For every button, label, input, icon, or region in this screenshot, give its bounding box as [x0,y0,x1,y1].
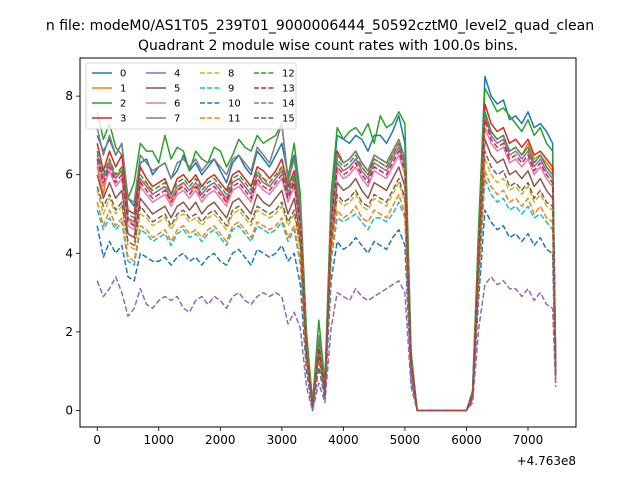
y-tick-label: 4 [65,246,73,260]
legend-frame [85,62,297,130]
series-line-10 [96,209,557,412]
y-tick-label: 2 [65,325,73,339]
y-tick-label: 0 [65,403,73,417]
legend-label: 7 [174,114,180,125]
legend-label: 8 [228,69,234,80]
chart-title: Quadrant 2 module wise count rates with … [138,38,518,54]
series-line-13 [96,118,557,412]
x-tick-label: 0 [93,433,101,447]
x-tick-label: 5000 [390,433,421,447]
legend-label: 15 [282,114,295,125]
x-tick-label: 1000 [143,433,174,447]
y-axis: 0 2 4 6 8 [65,89,80,417]
x-tick-label: 6000 [451,433,482,447]
series-line-15 [96,150,557,412]
y-tick-label: 6 [65,168,73,182]
legend-label: 14 [282,99,295,110]
x-tick-label: 3000 [267,433,298,447]
y-tick-label: 8 [65,89,73,103]
suptitle: n file: modeM0/AS1T05_239T01_9000006444_… [46,18,594,34]
legend-label: 6 [174,99,180,110]
x-axis: 0 1000 2000 3000 4000 5000 6000 7000 [93,427,543,447]
x-tick-label: 7000 [513,433,544,447]
legend-label: 12 [282,69,295,80]
legend-label: 2 [120,99,126,110]
legend-label: 11 [228,114,241,125]
legend-label: 10 [228,99,241,110]
x-offset-text: +4.763e8 [517,454,576,468]
series-layer [96,75,557,412]
x-tick-label: 4000 [328,433,359,447]
legend-label: 3 [120,114,126,125]
legend-label: 9 [228,84,234,95]
x-tick-label: 2000 [205,433,236,447]
legend-label: 1 [120,84,126,95]
legend-label: 4 [174,69,180,80]
plot-frame [79,57,577,428]
legend-label: 13 [282,84,295,95]
legend-label: 5 [174,84,180,95]
legend-label: 0 [120,69,126,80]
